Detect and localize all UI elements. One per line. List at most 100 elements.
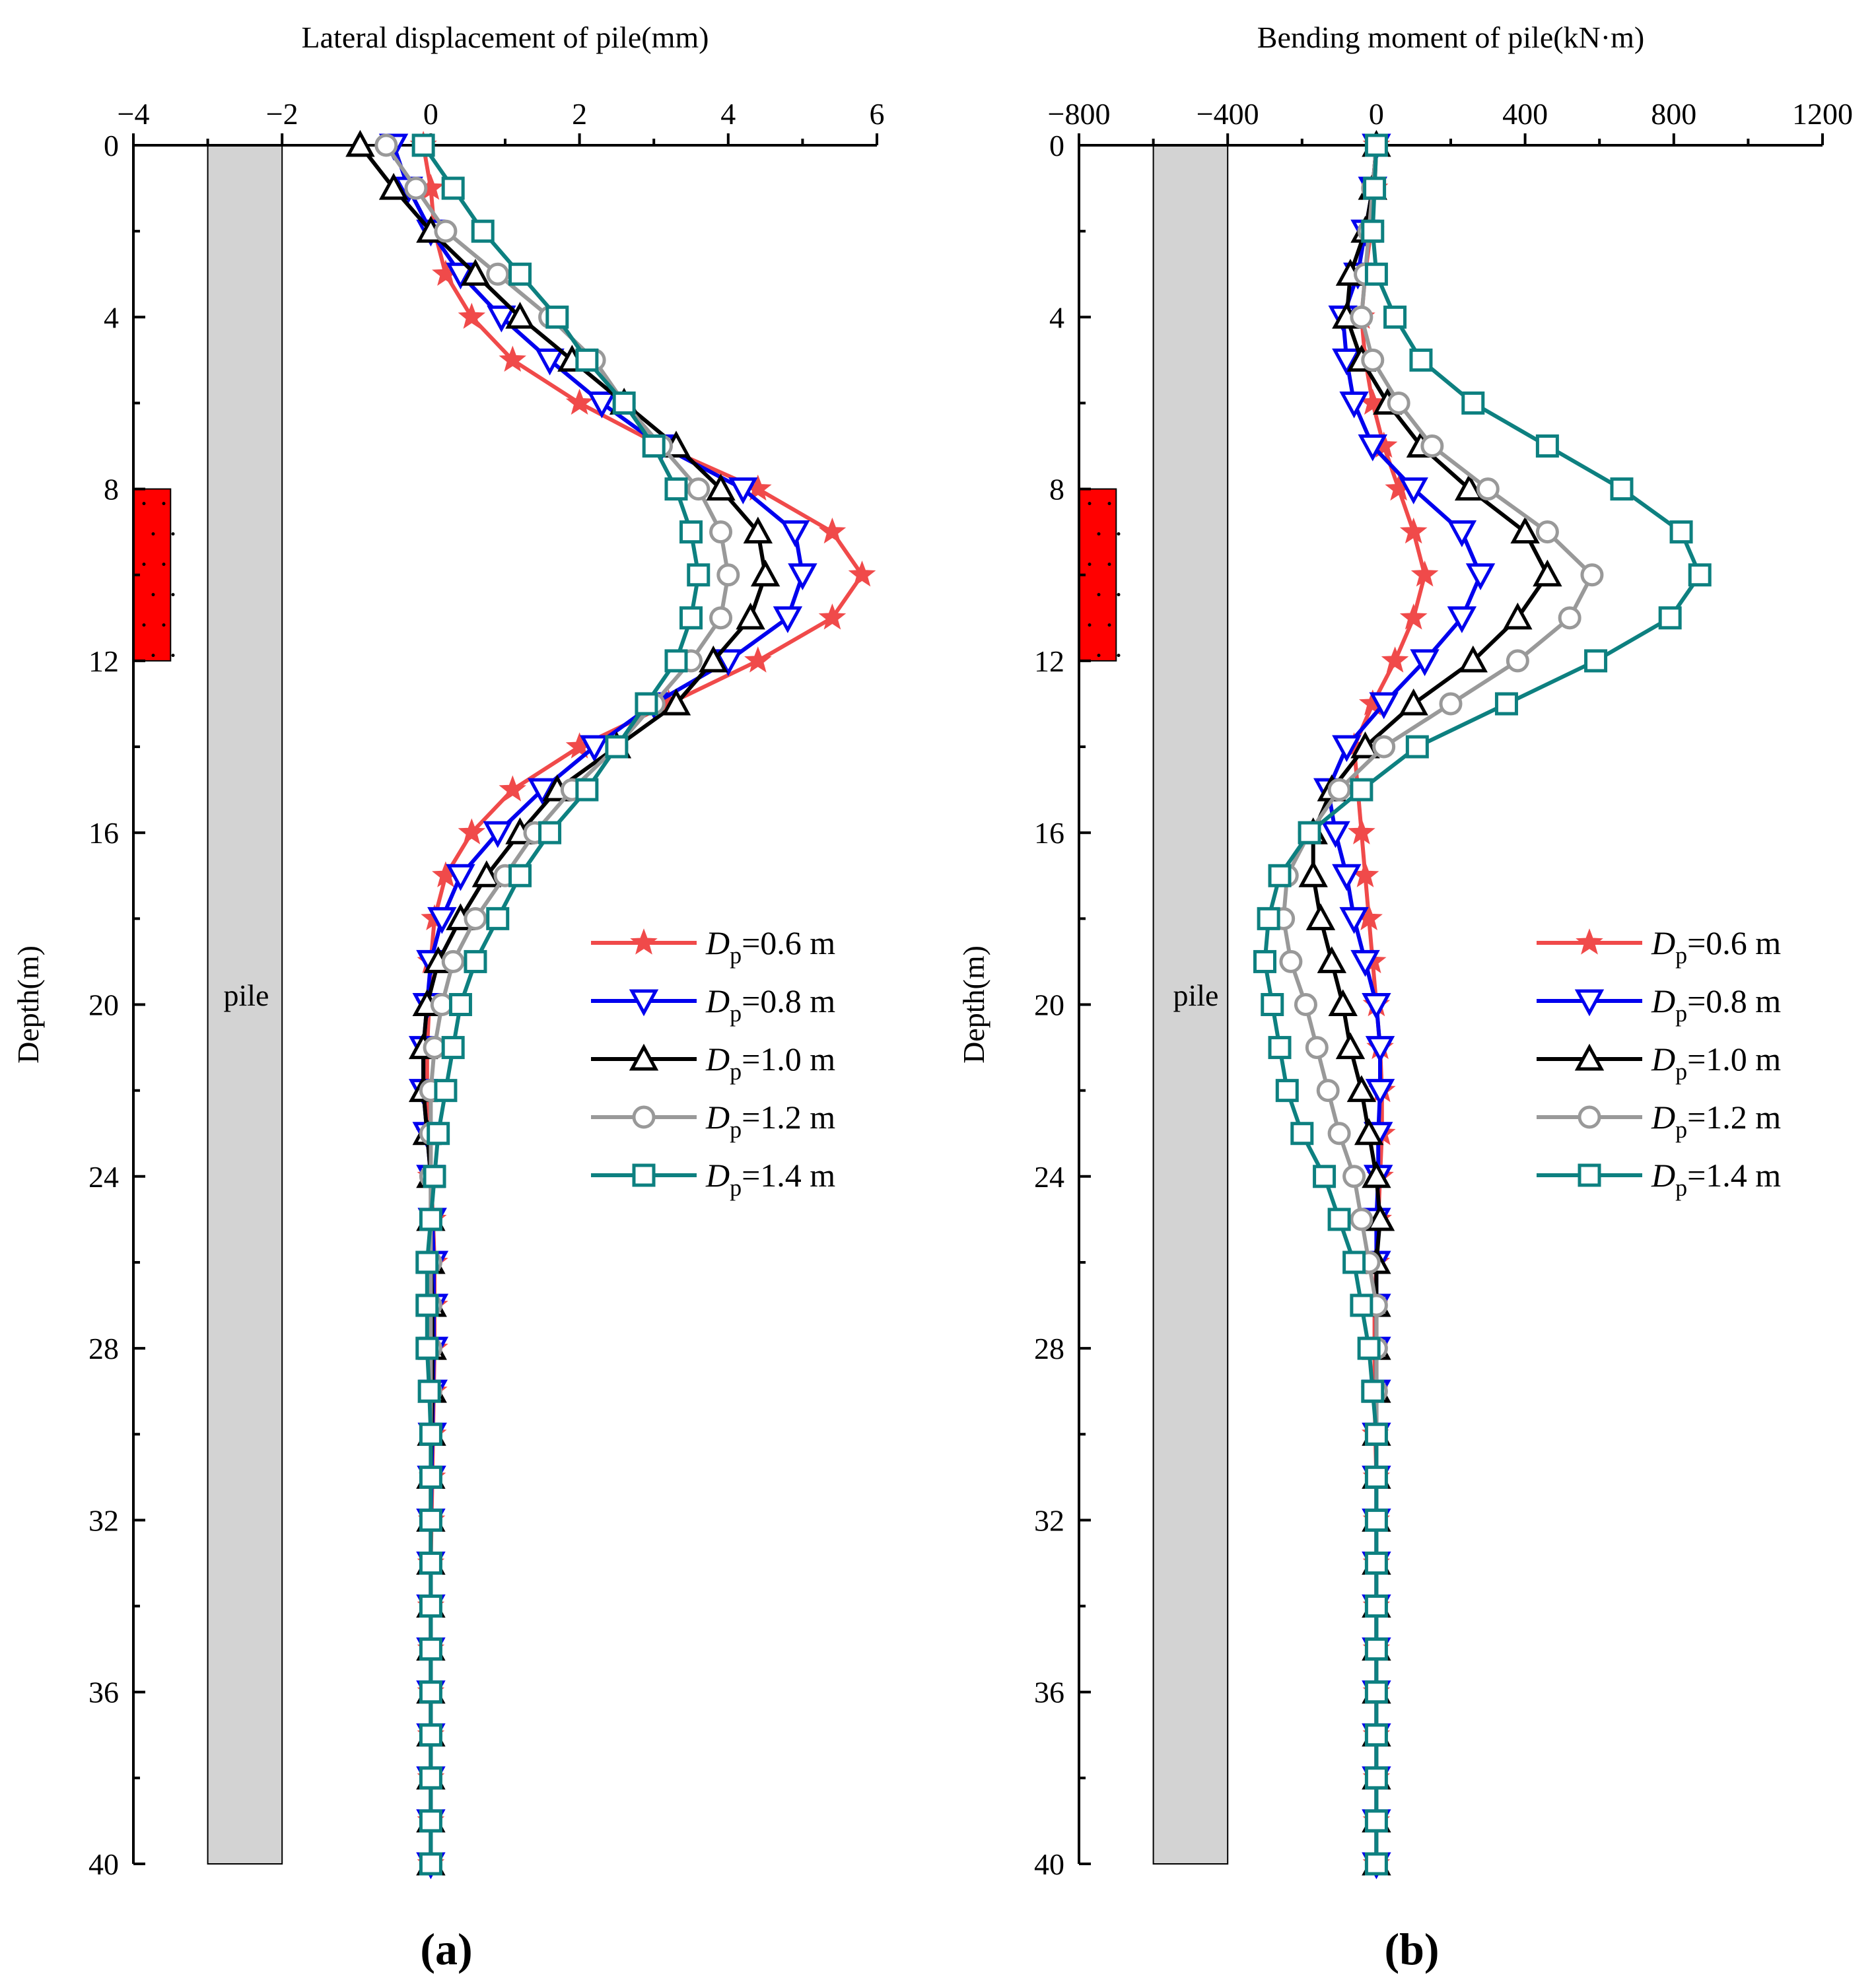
data-point (1558, 606, 1581, 630)
data-point (1405, 735, 1429, 759)
legend-label: Dp=0.6 m (1651, 924, 1781, 969)
data-point (1447, 520, 1477, 547)
data-point (1321, 821, 1350, 848)
data-point (427, 907, 457, 934)
soil-dot (151, 593, 155, 597)
data-point (848, 560, 876, 587)
x-axis-title: Bending moment of pile(kN·m) (1257, 20, 1644, 54)
data-point (743, 516, 773, 544)
data-point (1387, 391, 1410, 415)
data-point (499, 345, 527, 372)
data-point (709, 606, 733, 630)
data-point (565, 388, 594, 415)
soil-dot (171, 654, 175, 658)
y-tick-label: 4 (1049, 300, 1064, 334)
data-point (818, 517, 847, 544)
data-point (575, 348, 599, 372)
data-point (575, 778, 599, 802)
data-point (1298, 821, 1321, 844)
data-point (1332, 348, 1362, 376)
data-point (460, 259, 491, 286)
data-point (713, 649, 744, 677)
data-point (1506, 649, 1529, 673)
soil-dot (1088, 623, 1092, 627)
data-point (750, 559, 781, 587)
data-point (1364, 133, 1388, 157)
data-point (441, 176, 465, 200)
data-point (1420, 434, 1444, 458)
data-point (687, 563, 711, 587)
data-point (788, 563, 817, 590)
data-point (1365, 1204, 1395, 1231)
legend-label: Dp=0.8 m (1651, 982, 1781, 1027)
data-point (736, 602, 765, 630)
data-point (1279, 949, 1303, 973)
series-dp1.4m (1253, 133, 1712, 1876)
y-axis-title: Depth(m) (957, 945, 990, 1064)
data-point (661, 688, 691, 716)
legend-marker (629, 1043, 659, 1071)
data-point (486, 262, 510, 286)
data-point (415, 1251, 439, 1274)
data-point (1364, 1723, 1388, 1747)
y-tick-label: 16 (1034, 816, 1064, 850)
data-point (538, 821, 562, 844)
data-point (483, 821, 512, 848)
y-tick-label: 36 (1034, 1676, 1064, 1709)
data-point (1362, 1161, 1391, 1188)
soil-dot (151, 654, 155, 658)
x-tick-label: 400 (1502, 97, 1548, 131)
data-point (508, 864, 532, 887)
y-tick-label: 0 (104, 129, 119, 162)
x-tick-label: 4 (720, 97, 736, 131)
data-point (1364, 1809, 1388, 1833)
x-tick-label: 800 (1651, 97, 1696, 131)
soil-dot (142, 502, 146, 506)
data-point (612, 391, 636, 415)
data-point (605, 735, 629, 759)
data-point (1458, 645, 1488, 673)
data-point (345, 129, 375, 157)
soil-dot (1107, 502, 1111, 506)
data-point (1533, 559, 1562, 587)
data-point (728, 477, 758, 504)
data-point (699, 645, 728, 673)
data-point (1268, 864, 1292, 887)
data-point (486, 907, 510, 930)
legend-label: Dp=1.0 m (1651, 1041, 1781, 1085)
data-point (1461, 391, 1485, 415)
data-point (419, 1208, 442, 1231)
data-point (1503, 602, 1533, 630)
y-axis-title: Depth(m) (11, 945, 45, 1064)
data-point (687, 477, 711, 501)
y-tick-label: 16 (88, 816, 119, 850)
data-point (535, 348, 565, 376)
soil-dot (162, 623, 166, 627)
soil-zone-dots (142, 502, 175, 658)
soil-dot (171, 532, 175, 536)
data-point (818, 603, 847, 630)
data-point (434, 219, 458, 243)
data-point (1275, 1079, 1299, 1103)
legend-label: Dp=1.2 m (705, 1099, 835, 1143)
data-point (1298, 860, 1328, 887)
data-point (1364, 1508, 1388, 1532)
data-point (1454, 473, 1484, 501)
y-tick-label: 28 (1034, 1332, 1064, 1365)
legend-marker (632, 1163, 656, 1187)
data-point (1381, 646, 1409, 673)
y-tick-label: 24 (88, 1160, 119, 1194)
data-point (471, 860, 502, 887)
data-point (1399, 603, 1428, 630)
data-point (1439, 692, 1463, 716)
data-point (1476, 477, 1500, 501)
x-tick-label: 2 (572, 97, 587, 131)
legend-label: Dp=1.0 m (705, 1041, 835, 1085)
data-point (1364, 1422, 1388, 1446)
data-point (1257, 907, 1280, 930)
data-point (1364, 1594, 1388, 1618)
data-point (706, 473, 736, 501)
data-point (374, 133, 398, 157)
data-point (419, 1637, 442, 1661)
x-axis-title: Lateral displacement of pile(mm) (302, 20, 709, 54)
